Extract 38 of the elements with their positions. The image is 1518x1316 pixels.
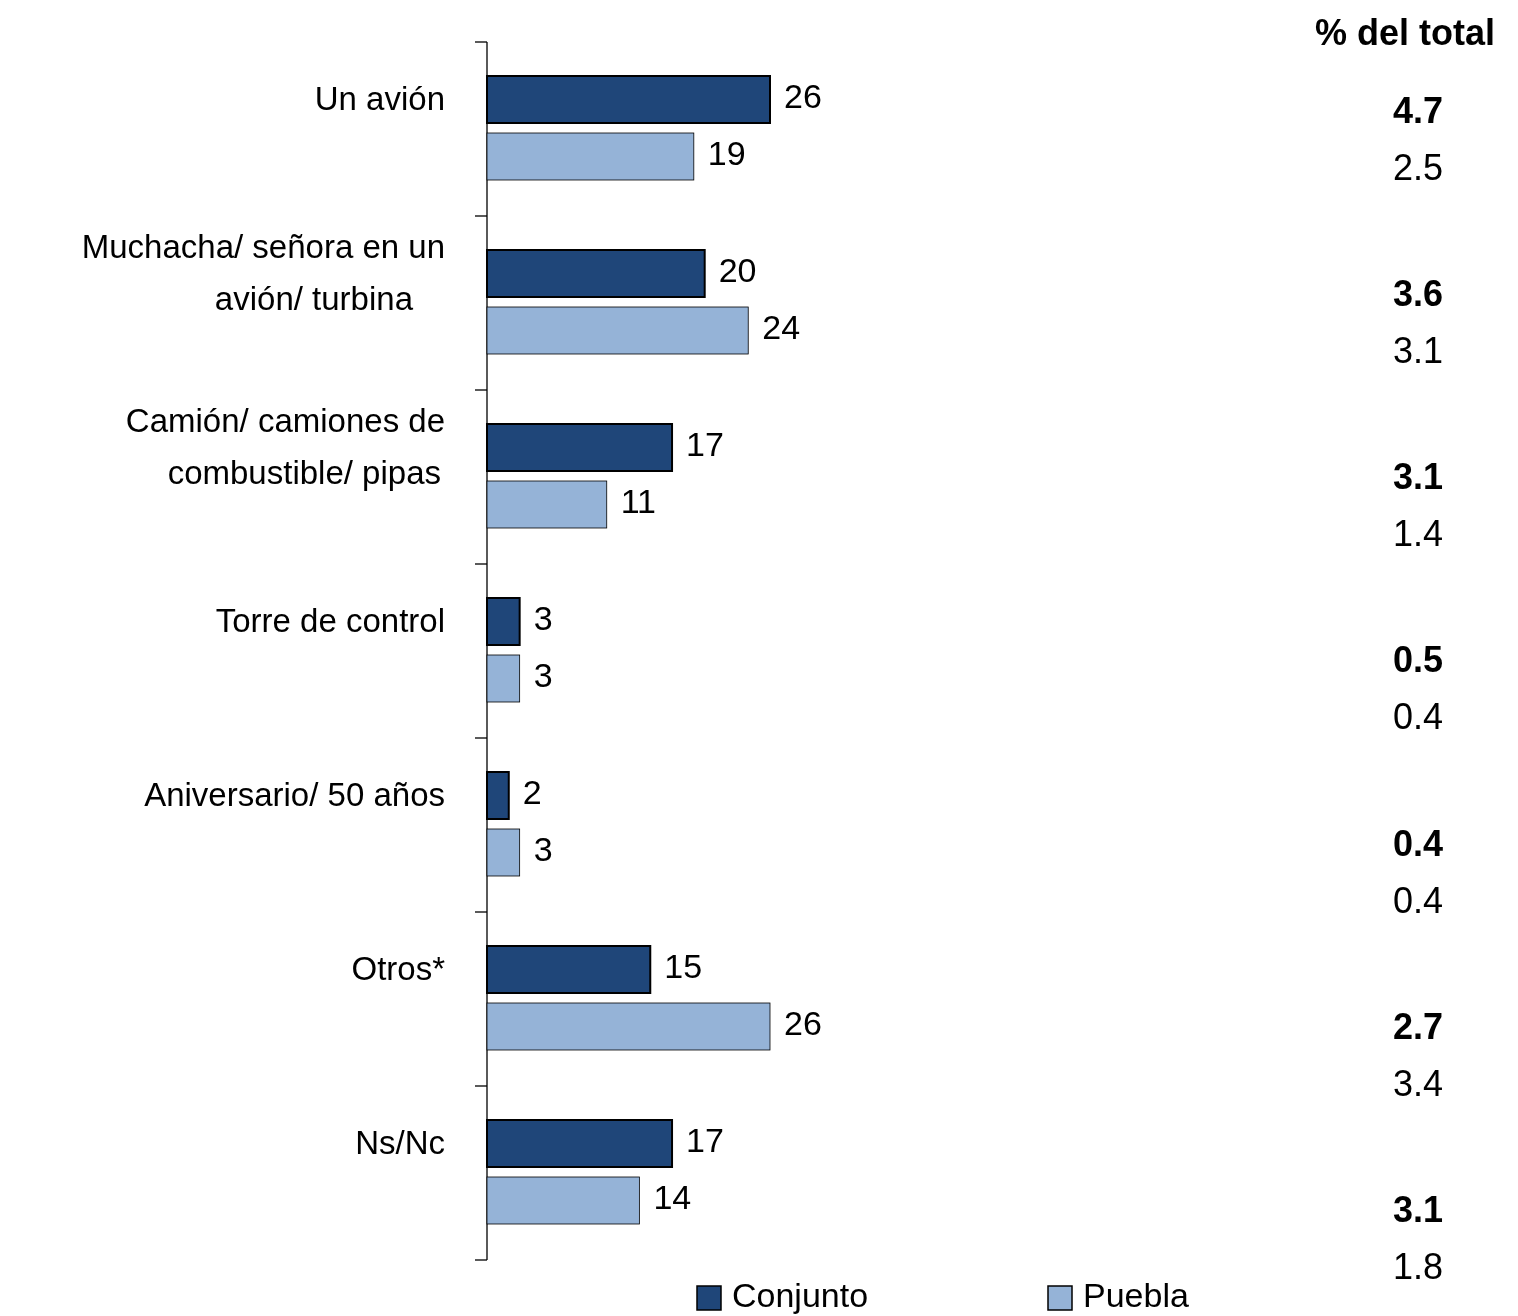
y-tick-label: Aniversario/ 50 años [144, 775, 445, 813]
data-label: 2 [522, 773, 542, 812]
text: 1.8 [1392, 1246, 1444, 1288]
text: 3.6 [1392, 272, 1444, 314]
text: 4.7 [1392, 89, 1444, 131]
data-label: 17 [686, 425, 724, 464]
data-label: 19 [707, 134, 746, 173]
text: 3.1 [1392, 456, 1444, 498]
data-label: 17 [686, 1121, 724, 1160]
data-label: 26 [784, 1004, 822, 1043]
y-tick-label: Camión/ camiones de combustible/ pipas [125, 401, 445, 491]
text: 0.5 [1392, 639, 1444, 681]
y-tick-label: Otros* [351, 949, 446, 987]
data-label: 20 [718, 251, 757, 290]
y-tick-label: Un avión [314, 79, 445, 117]
text: 0.4 [1392, 879, 1444, 921]
text: 1.4 [1392, 513, 1444, 555]
text: 2.5 [1392, 146, 1444, 188]
y-tick-label: Torre de control [215, 601, 445, 639]
text: 3.1 [1392, 329, 1444, 371]
text: 0.4 [1392, 696, 1444, 738]
data-label: 3 [533, 599, 553, 638]
data-label: 3 [533, 656, 553, 695]
text: 2.7 [1392, 1006, 1444, 1048]
legend-label: Conjunto [732, 1275, 869, 1314]
data-label: 24 [762, 308, 801, 347]
data-label: 15 [664, 947, 703, 986]
text: 3.1 [1392, 1189, 1444, 1231]
text: 0.4 [1392, 822, 1444, 864]
y-tick-label: Muchacha/ señora en un avión/ turbina [81, 227, 445, 317]
data-label: 11 [620, 482, 657, 521]
y-tick-label: Ns/Nc [355, 1123, 445, 1161]
data-label: 14 [653, 1178, 692, 1217]
data-label: 3 [533, 830, 553, 869]
text: % del total [1314, 11, 1496, 53]
data-label: 26 [784, 77, 822, 116]
text: 3.4 [1392, 1063, 1444, 1105]
legend-label: Puebla [1083, 1275, 1189, 1314]
